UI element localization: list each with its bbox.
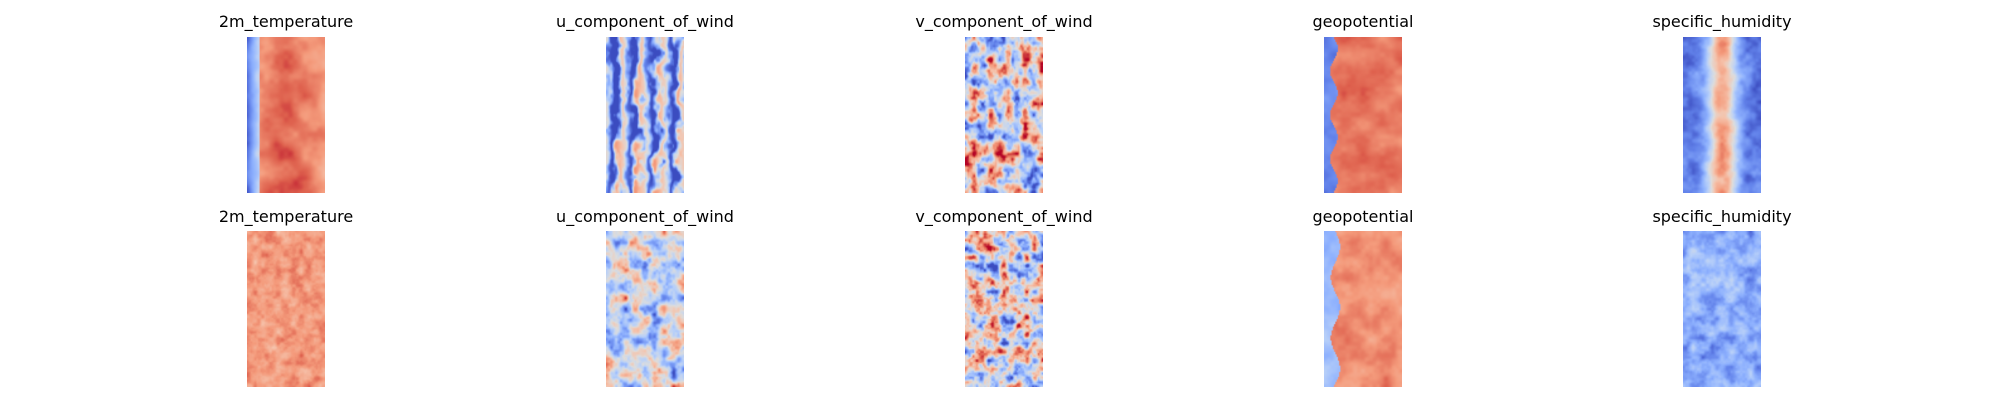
panel-title: geopotential [1312, 12, 1414, 31]
panel-title: specific_humidity [1652, 207, 1792, 226]
heatmap-panel [1683, 37, 1761, 193]
heatmap-panel [1324, 231, 1402, 387]
panel-title: 2m_temperature [218, 12, 354, 31]
panel-title: specific_humidity [1652, 12, 1792, 31]
heatmap-panel [965, 231, 1043, 387]
heatmap-panel [606, 231, 684, 387]
panel-title: v_component_of_wind [915, 12, 1093, 31]
heatmap-panel [1683, 231, 1761, 387]
panel-title: u_component_of_wind [556, 12, 734, 31]
panel-title: u_component_of_wind [556, 207, 734, 226]
panel-title: 2m_temperature [218, 207, 354, 226]
heatmap-panel [247, 37, 325, 193]
heatmap-panel [247, 231, 325, 387]
panel-title: v_component_of_wind [915, 207, 1093, 226]
heatmap-panel [606, 37, 684, 193]
heatmap-panel [965, 37, 1043, 193]
heatmap-panel [1324, 37, 1402, 193]
panel-title: geopotential [1312, 207, 1414, 226]
